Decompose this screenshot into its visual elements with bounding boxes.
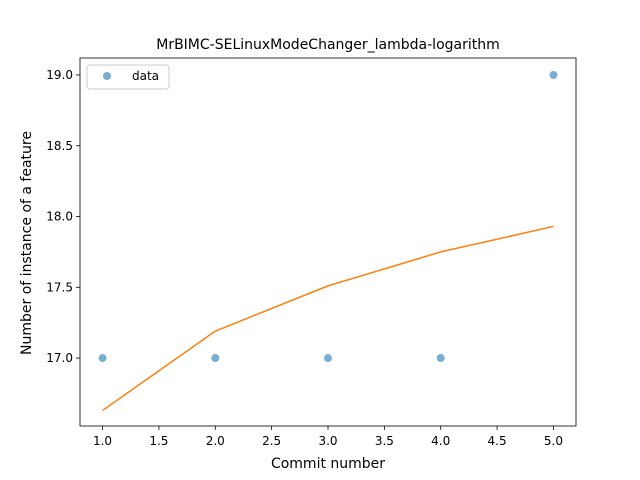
y-tick-label: 17.5 (46, 280, 73, 294)
data-point (98, 354, 107, 363)
chart-title: MrBIMC-SELinuxModeChanger_lambda-logarit… (156, 37, 500, 53)
x-tick-label: 5.0 (544, 434, 563, 448)
y-axis-ticks: 17.0 17.5 18.0 18.5 19.0 (46, 68, 80, 365)
data-point (436, 354, 445, 363)
x-tick-label: 3.5 (375, 434, 394, 448)
y-tick-label: 19.0 (46, 68, 73, 82)
y-axis-label: Number of instance of a feature (19, 131, 35, 355)
legend-label: data (132, 69, 159, 83)
x-tick-label: 3.0 (318, 434, 337, 448)
data-point (324, 354, 332, 363)
x-axis-ticks: 1.0 1.5 2.0 2.5 3.0 3.5 4.0 4.5 5.0 (93, 426, 563, 448)
x-tick-label: 2.5 (262, 434, 281, 448)
legend: data (86, 64, 170, 90)
x-tick-label: 4.5 (488, 434, 507, 448)
legend-box (86, 64, 170, 90)
y-tick-label: 18.5 (46, 139, 73, 153)
data-point (211, 354, 220, 363)
y-tick-label: 18.0 (46, 210, 73, 224)
x-tick-label: 4.0 (431, 434, 450, 448)
x-tick-label: 1.5 (149, 434, 168, 448)
fit-line (102, 225, 554, 412)
data-point (549, 70, 558, 79)
y-tick-label: 17.0 (46, 351, 73, 365)
x-tick-label: 1.0 (93, 434, 112, 448)
legend-marker (103, 72, 111, 80)
x-tick-label: 2.0 (206, 434, 225, 448)
x-axis-label: Commit number (271, 456, 385, 472)
